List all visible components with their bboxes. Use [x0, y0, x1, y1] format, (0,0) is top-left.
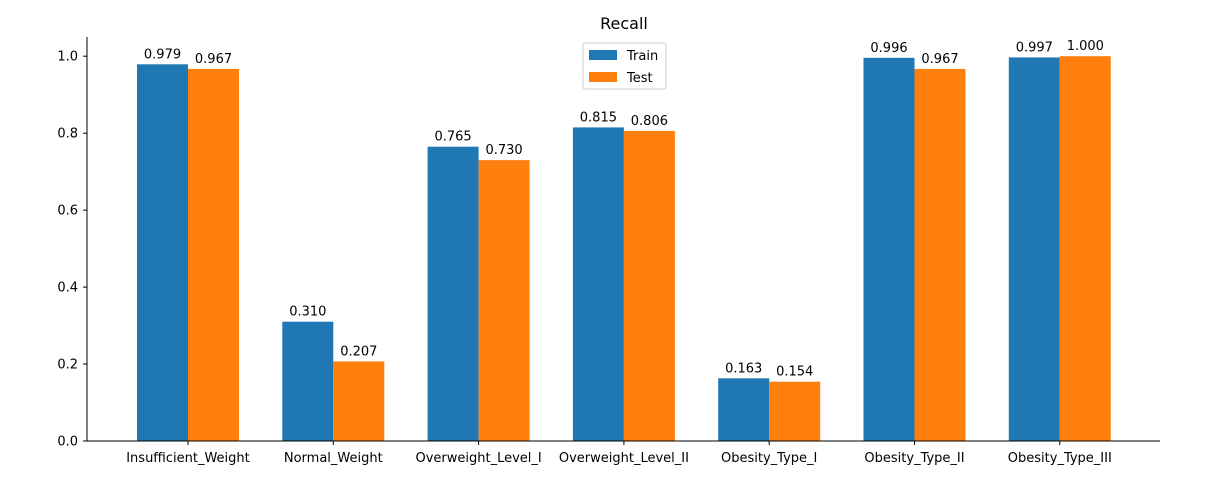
chart-title: Recall	[600, 14, 648, 33]
bars-layer	[137, 56, 1111, 442]
bar-test-overweight-level-ii	[623, 130, 675, 441]
data-label-test-insufficient-weight: 0.967	[195, 52, 232, 67]
ticks-layer: Insufficient_Weight Normal_Weight Overweig…	[57, 50, 1112, 466]
bar-train-obesity-type-iii	[1008, 57, 1060, 442]
x-tick-label-obesity-type-ii: Obesity_Type_II	[864, 451, 964, 466]
legend-swatch-test	[589, 72, 617, 82]
y-tick-label-2: 0.4	[57, 281, 78, 296]
bar-train-overweight-level-ii	[572, 127, 624, 442]
x-tick-label-obesity-type-i: Obesity_Type_I	[721, 451, 817, 466]
y-tick-label-5: 1.0	[57, 50, 78, 65]
data-label-train-insufficient-weight: 0.979	[144, 47, 181, 62]
x-tick-label-obesity-type-iii: Obesity_Type_III	[1008, 451, 1112, 466]
bar-train-obesity-type-i	[718, 378, 770, 441]
data-label-train-normal-weight: 0.310	[289, 305, 326, 320]
data-label-train-overweight-level-ii: 0.815	[580, 110, 617, 125]
bar-test-normal-weight	[333, 361, 385, 441]
x-tick-label-overweight-level-i: Overweight_Level_I	[415, 451, 541, 466]
data-label-test-obesity-type-iii: 1.000	[1067, 39, 1104, 54]
data-label-test-obesity-type-ii: 0.967	[921, 52, 958, 67]
bar-train-insufficient-weight	[137, 64, 188, 442]
y-tick-label-3: 0.6	[57, 204, 78, 219]
bar-test-obesity-type-ii	[914, 68, 966, 442]
bar-train-obesity-type-ii	[863, 57, 915, 442]
y-tick-label-4: 0.8	[57, 127, 78, 142]
x-tick-label-overweight-level-ii: Overweight_Level_II	[559, 451, 689, 466]
bar-test-insufficient-weight	[188, 68, 239, 442]
bar-test-overweight-level-i	[478, 160, 530, 441]
bar-train-overweight-level-i	[427, 146, 479, 441]
legend-label-train: Train	[626, 49, 658, 64]
legend-label-test: Test	[626, 71, 653, 86]
y-tick-label-0: 0.0	[57, 435, 78, 450]
y-tick-label-1: 0.2	[57, 358, 78, 373]
legend-swatch-train	[589, 50, 617, 60]
data-label-train-obesity-type-iii: 0.997	[1016, 40, 1053, 55]
bar-test-obesity-type-i	[769, 381, 821, 441]
data-label-train-overweight-level-i: 0.765	[434, 130, 471, 145]
bar-labels-layer: 0.979 0.967 0.310 0.207 0.765 0.730 0.815 0.806…	[144, 39, 1104, 380]
data-label-test-overweight-level-i: 0.730	[485, 143, 522, 158]
data-label-train-obesity-type-ii: 0.996	[870, 41, 907, 56]
data-label-test-normal-weight: 0.207	[340, 344, 377, 359]
data-label-train-obesity-type-i: 0.163	[725, 361, 762, 376]
x-tick-label-normal-weight: Normal_Weight	[284, 451, 383, 466]
legend: Train Test	[582, 42, 667, 90]
x-tick-label-insufficient-weight: Insufficient_Weight	[126, 451, 250, 466]
bar-test-obesity-type-iii	[1059, 56, 1111, 441]
data-label-test-obesity-type-i: 0.154	[776, 365, 813, 380]
data-label-test-overweight-level-ii: 0.806	[631, 114, 668, 129]
bar-train-normal-weight	[282, 321, 334, 441]
